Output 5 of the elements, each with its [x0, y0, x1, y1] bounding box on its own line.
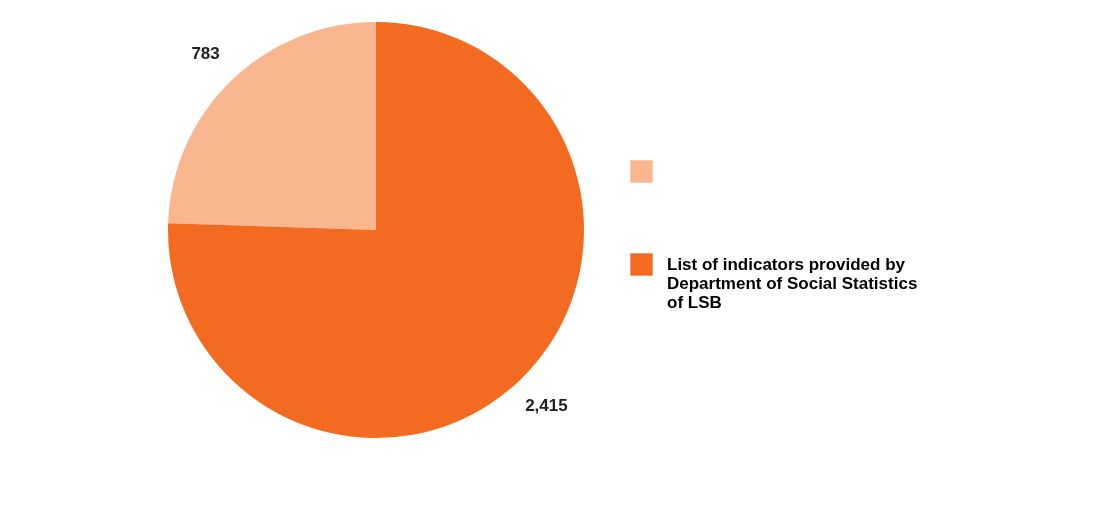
data-label: 783: [191, 43, 220, 63]
pie-slice: [168, 22, 376, 230]
pie-slice: [168, 22, 584, 438]
legend-label: List of indicators provided by Department of Social Statistics of LSB: [667, 254, 918, 312]
data-label: 2,415: [525, 396, 568, 416]
